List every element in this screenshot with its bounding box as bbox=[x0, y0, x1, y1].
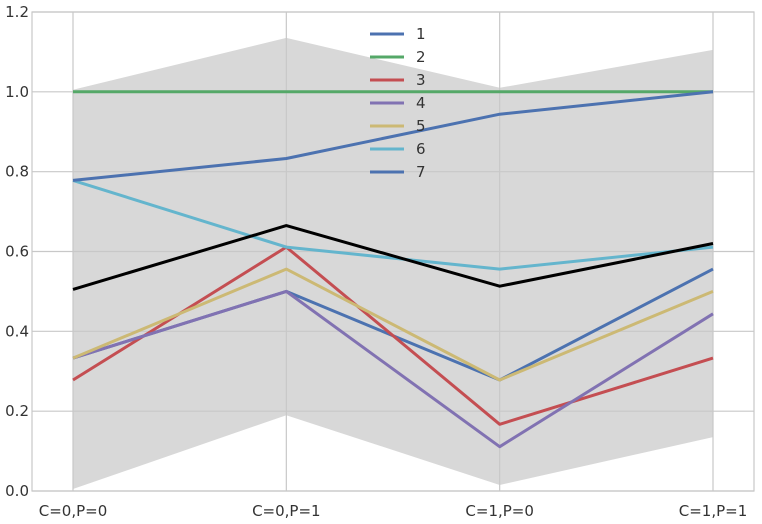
y-tick-label: 0.8 bbox=[5, 163, 29, 181]
y-tick-label: 0.2 bbox=[5, 402, 29, 420]
legend-label-1: 1 bbox=[416, 25, 426, 43]
axes: 0.0 0.2 0.4 0.6 0.8 1.0 1.2 C=0,P=0 C=0,P=1 C=1,P… bbox=[5, 3, 755, 520]
legend-label-2: 2 bbox=[416, 48, 426, 66]
series-line-4 bbox=[72, 289, 714, 449]
legend-label-4: 4 bbox=[416, 94, 426, 112]
series-line-7 bbox=[72, 90, 714, 182]
x-tick-label: C=0,P=0 bbox=[39, 502, 108, 520]
range-band bbox=[73, 37, 713, 490]
confidence-band-layer bbox=[73, 37, 713, 490]
legend: 1 2 3 4 5 6 7 bbox=[370, 25, 426, 181]
series-lines bbox=[72, 90, 714, 449]
y-tick-label: 0.4 bbox=[5, 322, 29, 340]
y-tick-label: 1.0 bbox=[5, 83, 29, 101]
y-tick-label: 0.6 bbox=[5, 243, 29, 261]
x-tick-label: C=0,P=1 bbox=[252, 502, 321, 520]
y-tick-label: 0.0 bbox=[5, 482, 29, 500]
x-tick-label: C=1,P=1 bbox=[679, 502, 748, 520]
legend-label-6: 6 bbox=[416, 140, 426, 158]
mean-line bbox=[72, 224, 714, 291]
series-line-5 bbox=[72, 267, 714, 382]
legend-label-5: 5 bbox=[416, 117, 426, 135]
x-tick-label: C=1,P=0 bbox=[465, 502, 534, 520]
y-tick-label: 1.2 bbox=[5, 3, 29, 21]
series-line-6 bbox=[72, 178, 714, 271]
legend-label-3: 3 bbox=[416, 71, 426, 89]
plot-frame bbox=[31, 11, 755, 492]
legend-label-7: 7 bbox=[416, 163, 426, 181]
